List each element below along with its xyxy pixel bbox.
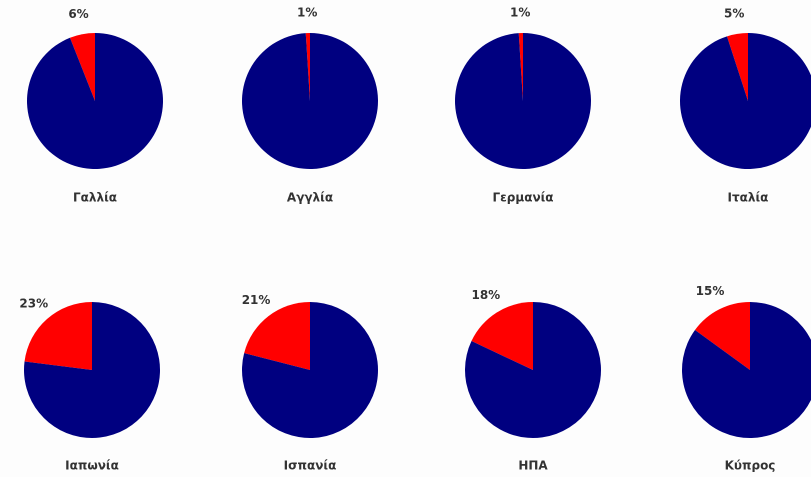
pie-slice [24, 302, 92, 370]
slice-label: 1% [297, 6, 317, 20]
chart-title: Ισπανία [284, 459, 337, 473]
pie-chart: 6% Γαλλία [26, 7, 164, 205]
pie-slice [69, 33, 95, 101]
chart-title: Ιταλία [728, 191, 769, 205]
pie-slice [518, 33, 523, 101]
slice-label: 23% [19, 296, 48, 310]
chart-title: Ιαπωνία [65, 459, 119, 473]
slice-label: 6% [68, 7, 88, 21]
pie-slice [465, 302, 602, 438]
slice-label: 18% [471, 288, 500, 302]
chart-title: Γαλλία [73, 191, 117, 205]
pie-slice [305, 33, 310, 101]
slice-label: 21% [242, 293, 271, 307]
slice-label: 5% [724, 7, 744, 21]
pie-slice [26, 33, 164, 169]
pie-chart: 23% Ιαπωνία [19, 296, 160, 473]
chart-title: Κύπρος [725, 459, 776, 473]
pie-slice [242, 302, 378, 438]
pie-chart: 1% Γερμανία [454, 6, 591, 205]
pie-slice [682, 302, 811, 438]
pie-slice [680, 33, 811, 169]
pie-slice [241, 33, 379, 170]
chart-title: Γερμανία [492, 191, 553, 205]
slice-label: 1% [510, 6, 530, 20]
pie-chart: 1% Αγγλία [241, 6, 379, 205]
pie-slice [23, 302, 160, 438]
chart-title: ΗΠΑ [518, 459, 548, 473]
pie-chart: 5% Ιταλία [680, 7, 811, 205]
pie-slice [694, 302, 750, 370]
pie-slice [471, 302, 533, 370]
pie-slice [244, 302, 310, 370]
slice-label: 15% [696, 284, 725, 298]
pie-chart: 18% ΗΠΑ [465, 288, 602, 473]
chart-title: Αγγλία [287, 191, 333, 205]
pie-chart: 21% Ισπανία [242, 293, 378, 473]
pie-chart: 15% Κύπρος [682, 284, 811, 473]
pie-slice [726, 33, 748, 101]
pie-slice [454, 33, 591, 170]
